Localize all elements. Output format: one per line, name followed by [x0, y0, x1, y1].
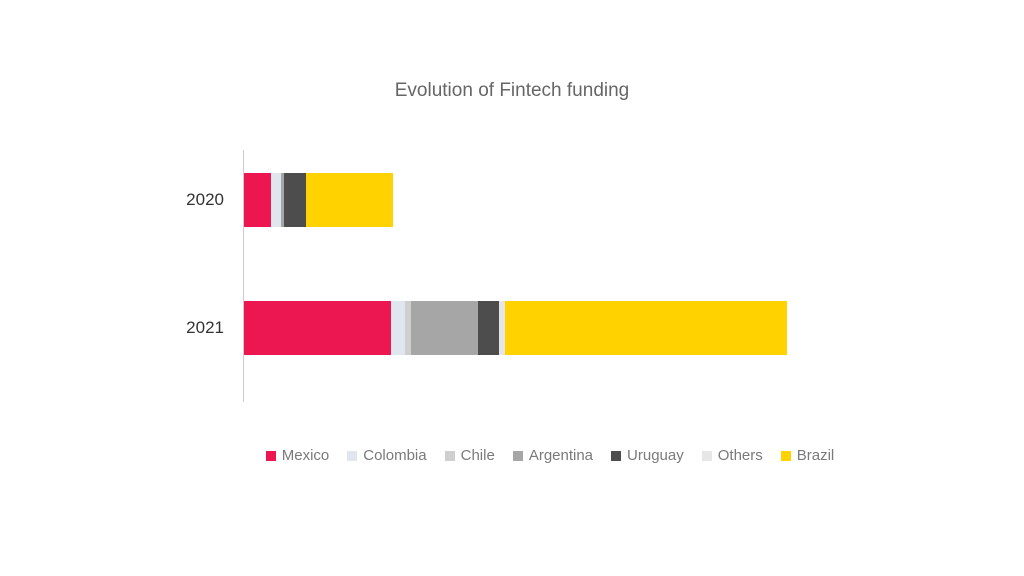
y-axis-label: 2020 — [186, 190, 244, 210]
legend-label: Mexico — [282, 447, 330, 464]
chart-title: Evolution of Fintech funding — [0, 80, 1024, 102]
bar-segment — [284, 173, 306, 227]
bar-segment — [478, 301, 498, 355]
bar-segment — [499, 301, 506, 355]
chart-canvas: Evolution of Fintech funding 20202021 Me… — [0, 0, 1024, 576]
legend-item: Colombia — [347, 447, 426, 464]
bar-segment — [271, 173, 281, 227]
bar-segment — [391, 301, 404, 355]
legend-label: Uruguay — [627, 447, 684, 464]
legend-swatch — [445, 451, 455, 461]
legend-swatch — [347, 451, 357, 461]
legend-swatch — [611, 451, 621, 461]
legend-item: Argentina — [513, 447, 593, 464]
legend-label: Colombia — [363, 447, 426, 464]
bar-segment — [306, 173, 393, 227]
legend-label: Brazil — [797, 447, 835, 464]
legend-swatch — [702, 451, 712, 461]
legend-swatch — [266, 451, 276, 461]
bar-segment — [244, 173, 271, 227]
plot-area: 20202021 — [243, 150, 914, 402]
legend-swatch — [781, 451, 791, 461]
legend-item: Uruguay — [611, 447, 684, 464]
bar-segment — [505, 301, 786, 355]
legend: Mexico Colombia Chile Argentina Uruguay Other… — [200, 447, 900, 464]
y-axis-label: 2021 — [186, 318, 244, 338]
bar-segment — [411, 301, 478, 355]
bar-row — [244, 173, 393, 227]
legend-label: Argentina — [529, 447, 593, 464]
legend-swatch — [513, 451, 523, 461]
bar-segment — [244, 301, 391, 355]
legend-item: Mexico — [266, 447, 330, 464]
legend-item: Chile — [445, 447, 495, 464]
bar-row — [244, 301, 787, 355]
legend-item: Others — [702, 447, 763, 464]
legend-label: Chile — [461, 447, 495, 464]
bar-segment — [405, 301, 412, 355]
legend-label: Others — [718, 447, 763, 464]
legend-item: Brazil — [781, 447, 835, 464]
